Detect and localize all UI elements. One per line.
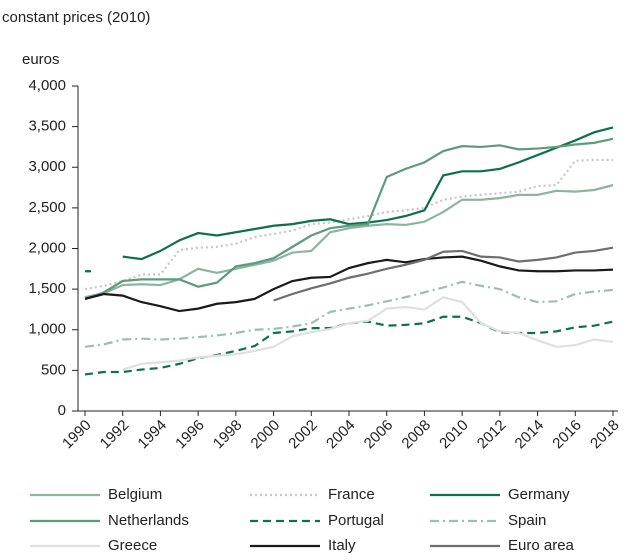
- legend-label: France: [328, 486, 375, 503]
- legend-label: Netherlands: [108, 512, 189, 529]
- y-tick-label: 3,000: [28, 158, 66, 175]
- chart-subtitle: constant prices (2010): [2, 9, 150, 26]
- x-tick-label: 1996: [172, 417, 208, 453]
- y-tick-label: 1,000: [28, 321, 66, 338]
- series-line: [84, 280, 614, 348]
- y-tick-label: 2,000: [28, 239, 66, 256]
- x-tick-label: 1990: [59, 417, 95, 453]
- series-line: [84, 184, 614, 299]
- y-tick-label: 500: [41, 361, 66, 378]
- legend-label: Greece: [108, 537, 157, 554]
- x-tick-label: 1998: [210, 417, 246, 453]
- y-tick-label: 4,000: [28, 77, 66, 94]
- y-axis-label: euros: [22, 51, 60, 68]
- legend-label: Euro area: [508, 537, 575, 554]
- x-tick-label: 2016: [549, 417, 585, 453]
- series-line: [84, 315, 614, 376]
- x-tick-label: 2018: [587, 417, 623, 453]
- x-tick-label: 2000: [248, 417, 284, 453]
- series-line: [84, 158, 613, 291]
- y-tick-label: 1,500: [28, 280, 66, 297]
- x-tick-label: 2004: [323, 417, 359, 453]
- x-tick-label: 2008: [398, 417, 434, 453]
- x-tick-label: 1992: [97, 417, 133, 453]
- series-line: [273, 246, 614, 302]
- legend-label: Italy: [328, 537, 356, 554]
- legend-label: Germany: [508, 486, 570, 503]
- legend-label: Portugal: [328, 512, 384, 529]
- y-tick-label: 2,500: [28, 199, 66, 216]
- series-line: [84, 137, 614, 300]
- y-tick-label: 3,500: [28, 118, 66, 135]
- x-tick-label: 2014: [512, 417, 548, 453]
- series-line: [84, 255, 614, 313]
- y-tick-label: 0: [58, 402, 66, 419]
- legend-label: Belgium: [108, 486, 162, 503]
- legend-label: Spain: [508, 512, 546, 529]
- x-tick-label: 2010: [436, 417, 472, 453]
- x-tick-label: 1994: [134, 417, 170, 453]
- x-tick-label: 2006: [361, 417, 397, 453]
- x-tick-label: 2012: [474, 417, 510, 453]
- x-tick-label: 2002: [285, 417, 321, 453]
- series-line: [122, 296, 614, 371]
